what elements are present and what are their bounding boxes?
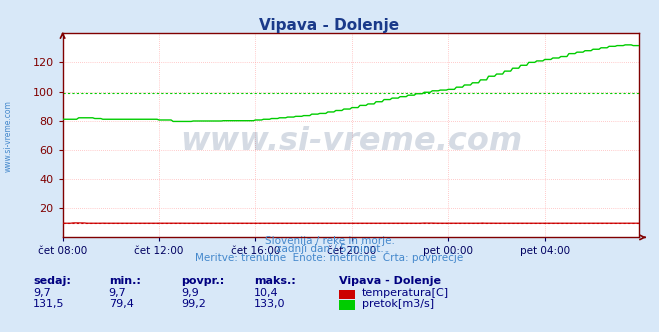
Text: pretok[m3/s]: pretok[m3/s]	[362, 299, 434, 309]
Text: Meritve: trenutne  Enote: metrične  Črta: povprečje: Meritve: trenutne Enote: metrične Črta: …	[195, 251, 464, 263]
Text: temperatura[C]: temperatura[C]	[362, 288, 449, 298]
Text: Slovenija / reke in morje.: Slovenija / reke in morje.	[264, 236, 395, 246]
Text: 9,9: 9,9	[181, 288, 199, 298]
Text: Vipava - Dolenje: Vipava - Dolenje	[260, 18, 399, 33]
Text: min.:: min.:	[109, 276, 140, 286]
Text: 9,7: 9,7	[109, 288, 127, 298]
Text: povpr.:: povpr.:	[181, 276, 225, 286]
Text: www.si-vreme.com: www.si-vreme.com	[180, 126, 522, 157]
Text: 131,5: 131,5	[33, 299, 65, 309]
Text: www.si-vreme.com: www.si-vreme.com	[3, 100, 13, 172]
Text: 9,7: 9,7	[33, 288, 51, 298]
Text: 10,4: 10,4	[254, 288, 278, 298]
Text: Vipava - Dolenje: Vipava - Dolenje	[339, 276, 442, 286]
Text: 99,2: 99,2	[181, 299, 206, 309]
Text: zadnji dan / 5 minut.: zadnji dan / 5 minut.	[275, 244, 384, 254]
Text: maks.:: maks.:	[254, 276, 295, 286]
Text: sedaj:: sedaj:	[33, 276, 71, 286]
Text: 133,0: 133,0	[254, 299, 285, 309]
Text: 79,4: 79,4	[109, 299, 134, 309]
